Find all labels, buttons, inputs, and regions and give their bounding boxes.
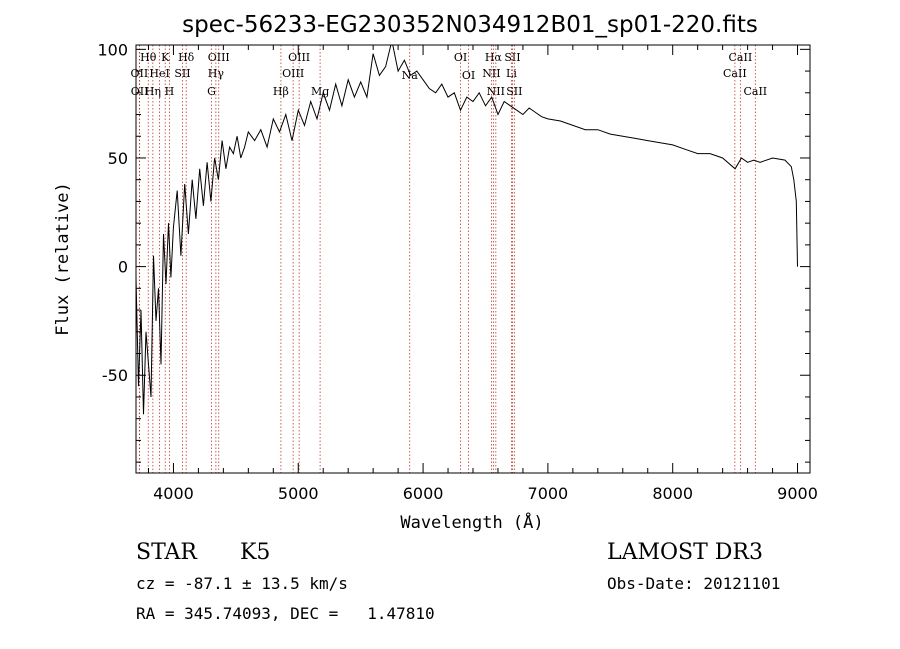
line-label: Hη: [145, 85, 161, 98]
x-tick-label: 4000: [153, 484, 194, 503]
x-tick-label: 7000: [528, 484, 569, 503]
line-label: H: [165, 85, 175, 98]
line-label: G: [207, 85, 216, 98]
line-label: OII: [131, 85, 149, 98]
observation-date: Obs-Date: 20121101: [607, 574, 781, 593]
line-label: Na: [402, 69, 419, 82]
line-label: CaII: [743, 85, 767, 98]
line-label: Mg: [311, 85, 329, 98]
series-layer: [136, 45, 798, 415]
y-tick-label: 100: [97, 40, 128, 59]
line-label: SII: [504, 51, 520, 64]
x-tick-label: 9000: [777, 484, 818, 503]
line-label: Hθ: [140, 51, 157, 64]
line-label: SII: [506, 85, 522, 98]
y-tick-label: -50: [102, 366, 128, 385]
line-label: NII: [482, 67, 500, 80]
line-label: Hδ: [178, 51, 195, 64]
line-label: SII: [174, 67, 190, 80]
plot-frame: [135, 44, 811, 474]
redshift-velocity: cz = -87.1 ± 13.5 km/s: [136, 574, 348, 593]
object-subclass: K5: [240, 540, 271, 565]
line-label: NII: [487, 85, 505, 98]
line-label: CaII: [723, 67, 747, 80]
y-tick-label: 50: [108, 149, 128, 168]
x-tick-label: 6000: [403, 484, 444, 503]
line-label: Hβ: [273, 85, 289, 98]
sky-coordinates: RA = 345.74093, DEC = 1.47810: [136, 604, 435, 623]
y-tick-label: 0: [118, 258, 128, 277]
line-label: OI: [462, 69, 475, 82]
line-label: CaII: [729, 51, 753, 64]
survey-name: LAMOST DR3: [607, 540, 763, 565]
chart-title: spec-56233-EG230352N034912B01_sp01-220.f…: [182, 12, 758, 38]
line-label: Hγ: [208, 67, 225, 80]
line-label: Li: [506, 67, 517, 80]
line-label: OIII: [208, 51, 230, 64]
axis-ticks: 4000 5000 6000 7000 8000 9000 -50 0 50 100: [97, 40, 817, 503]
line-label: OIII: [282, 67, 304, 80]
flux-series: [136, 45, 798, 415]
y-axis-title: Flux (relative): [53, 182, 73, 336]
x-axis-title: Wavelength (Å): [400, 511, 543, 533]
line-label: K: [161, 51, 170, 64]
line-label: OI: [454, 51, 467, 64]
line-label: Hα: [485, 51, 503, 64]
line-label: HeI: [149, 67, 169, 80]
x-tick-label: 5000: [278, 484, 319, 503]
x-tick-label: 8000: [652, 484, 693, 503]
object-class: STAR: [136, 540, 197, 565]
line-label: OIII: [288, 51, 310, 64]
